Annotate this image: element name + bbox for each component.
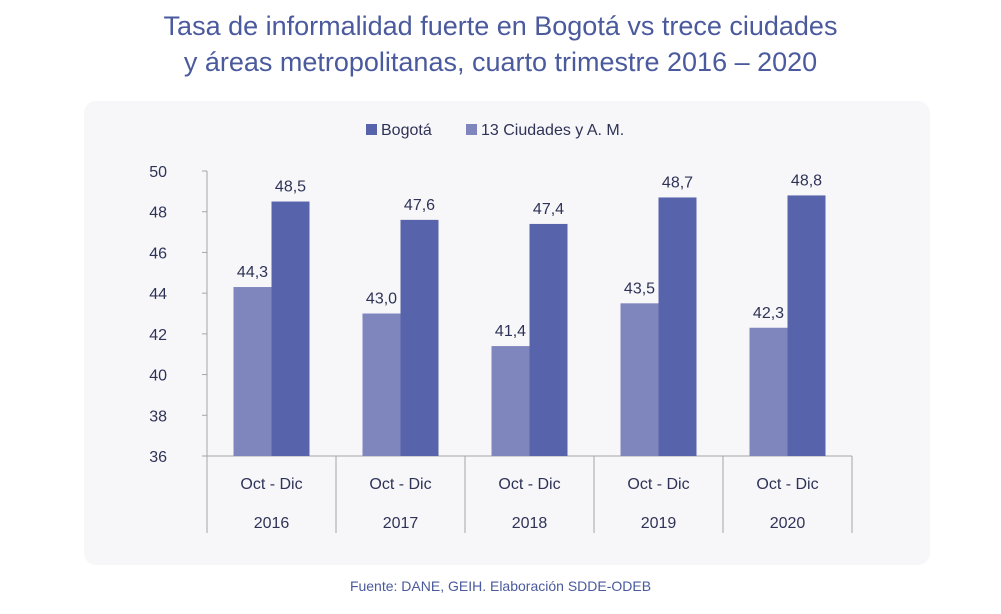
x-label-year: 2017 — [383, 515, 419, 532]
x-label-period: Oct - Dic — [756, 476, 818, 493]
data-label-bogota: 48,5 — [275, 179, 306, 196]
y-tick-label-50: 50 — [149, 164, 167, 181]
source-note: Fuente: DANE, GEIH. Elaboración SDDE-ODE… — [349, 578, 652, 594]
data-label-ciudades: 43,5 — [624, 280, 655, 297]
bar-bogota — [787, 195, 826, 456]
x-label-period: Oct - Dic — [627, 476, 689, 493]
y-tick-label-40: 40 — [149, 368, 167, 385]
legend-label-bogota: Bogotá — [381, 122, 432, 139]
x-label-period: Oct - Dic — [240, 476, 302, 493]
bar-ciudades — [362, 313, 401, 456]
y-tick-label-46: 46 — [149, 245, 167, 262]
x-label-year: 2020 — [770, 515, 806, 532]
x-label-year: 2016 — [254, 515, 290, 532]
legend-swatch-ciudades — [466, 124, 477, 135]
chart-title-line-2: y áreas metropolitanas, cuarto trimestre… — [183, 47, 818, 77]
bar-ciudades — [233, 287, 272, 456]
data-label-ciudades: 42,3 — [753, 305, 784, 322]
bar-ciudades — [491, 346, 530, 456]
bar-ciudades — [749, 327, 788, 456]
bar-bogota — [529, 223, 568, 456]
chart-title-line-1: Tasa de informalidad fuerte en Bogotá vs… — [163, 11, 838, 41]
x-label-year: 2019 — [641, 515, 677, 532]
bar-bogota — [271, 201, 310, 456]
data-label-ciudades: 41,4 — [495, 323, 526, 340]
legend-label-ciudades: 13 Ciudades y A. M. — [481, 122, 624, 139]
y-tick-label-36: 36 — [149, 449, 167, 466]
legend-swatch-bogota — [366, 124, 377, 135]
data-label-ciudades: 44,3 — [237, 264, 268, 281]
data-label-bogota: 47,6 — [404, 197, 435, 214]
chart-title: Tasa de informalidad fuerte en Bogotá vs… — [0, 8, 1001, 80]
bar-bogota — [400, 219, 439, 456]
y-tick-label-44: 44 — [149, 286, 167, 303]
y-tick-label-42: 42 — [149, 327, 167, 344]
bar-bogota — [658, 197, 697, 456]
x-label-period: Oct - Dic — [369, 476, 431, 493]
bar-ciudades — [620, 303, 659, 456]
data-label-bogota: 48,8 — [791, 172, 822, 189]
y-tick-label-38: 38 — [149, 408, 167, 425]
x-label-year: 2018 — [512, 515, 548, 532]
data-label-bogota: 47,4 — [533, 201, 564, 218]
x-label-period: Oct - Dic — [498, 476, 560, 493]
data-label-bogota: 48,7 — [662, 174, 693, 191]
y-tick-label-48: 48 — [149, 205, 167, 222]
data-label-ciudades: 43,0 — [366, 291, 397, 308]
